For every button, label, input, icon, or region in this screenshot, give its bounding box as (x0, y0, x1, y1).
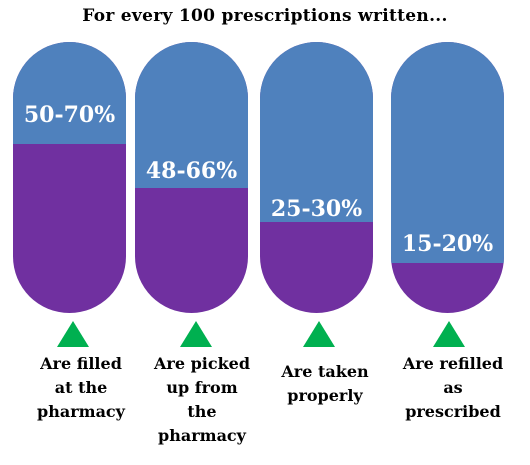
triangle-icon (180, 321, 212, 347)
category-label-line: Are taken (281, 362, 369, 381)
pill-filled: 50-70% (13, 42, 126, 313)
triangle-icon (57, 321, 89, 347)
category-label-line: Are filled (40, 354, 122, 373)
category-label-line: properly (287, 386, 363, 405)
pill-picked-up: 48-66% (135, 42, 248, 313)
category-label-picked-up: Are picked up from the pharmacy (137, 352, 267, 448)
range-label-picked-up: 48-66% (145, 158, 238, 184)
category-label-line: prescribed (405, 402, 501, 421)
pill-top (260, 42, 373, 222)
category-label-line: pharmacy (37, 402, 125, 421)
pill-top (135, 42, 248, 188)
chart-title: For every 100 prescriptions written... (82, 6, 448, 26)
pill-top (391, 42, 504, 263)
pill-taken: 25-30% (260, 42, 373, 313)
range-label-filled: 50-70% (23, 102, 116, 128)
pill-refilled: 15-20% (391, 42, 504, 313)
triangle-icon (303, 321, 335, 347)
triangle-icon (433, 321, 465, 347)
category-label-line: Are picked (153, 354, 251, 373)
category-label-line: pharmacy (158, 426, 246, 445)
pill-top (13, 42, 126, 144)
category-label-line: at the (54, 378, 108, 397)
range-label-taken: 25-30% (270, 196, 363, 222)
category-label-line: the (187, 402, 217, 421)
category-label-line: up from (166, 378, 238, 397)
range-label-refilled: 15-20% (401, 231, 494, 257)
category-label-line: Are refilled (402, 354, 504, 373)
category-label-taken: Are taken properly (260, 360, 390, 408)
category-label-line: as (443, 378, 463, 397)
category-label-refilled: Are refilled as prescribed (388, 352, 518, 424)
category-label-filled: Are filled at the pharmacy (16, 352, 146, 424)
